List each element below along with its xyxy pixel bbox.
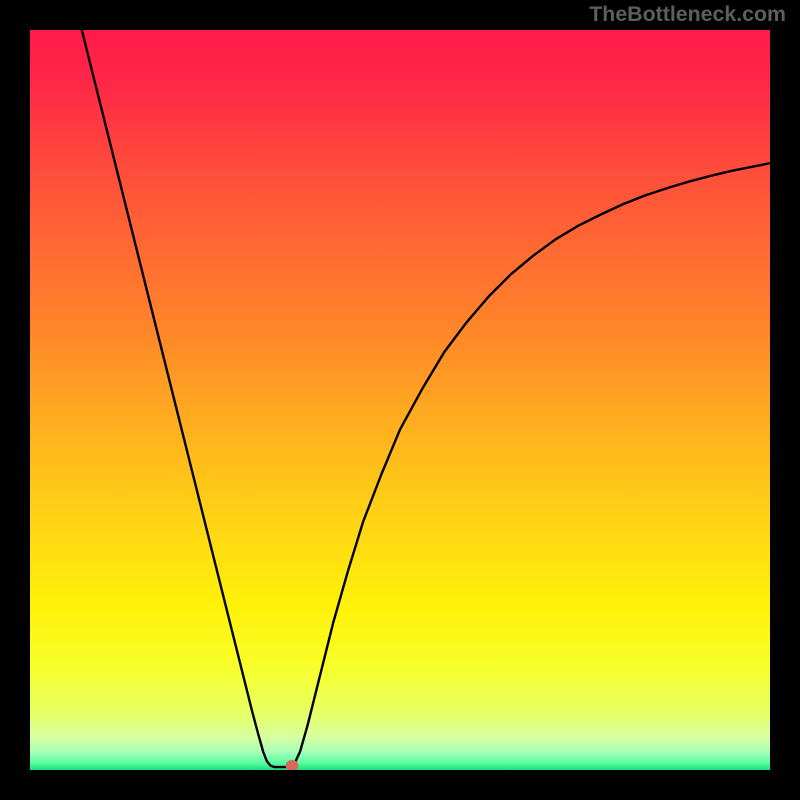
- chart-container: TheBottleneck.com: [0, 0, 800, 800]
- gradient-background: [30, 30, 770, 770]
- bottleneck-chart: [30, 30, 770, 770]
- plot-area: [30, 30, 770, 770]
- watermark-text: TheBottleneck.com: [589, 2, 786, 27]
